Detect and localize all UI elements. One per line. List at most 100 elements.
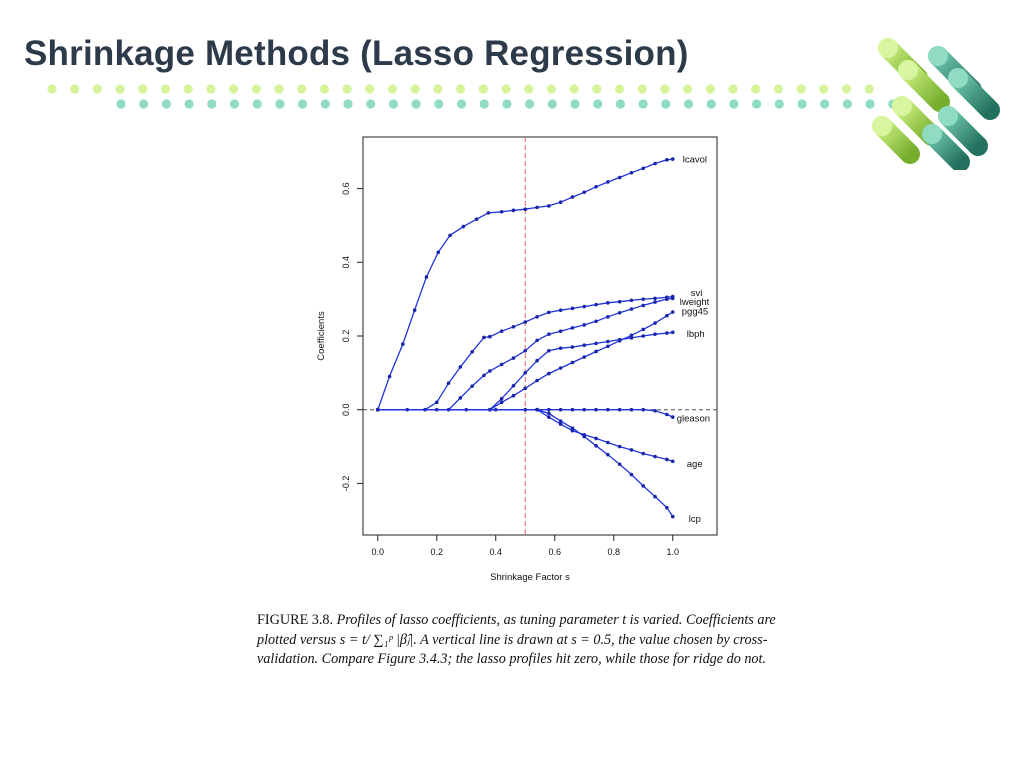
- data-point-lcavol: [474, 217, 479, 221]
- data-point-pgg45: [558, 366, 563, 370]
- data-point-lweight: [547, 332, 551, 336]
- series-line-lcp: [377, 409, 674, 517]
- divider-dot: [70, 84, 80, 94]
- data-point-pgg45: [665, 313, 669, 318]
- slide-title: Shrinkage Methods (Lasso Regression): [24, 34, 689, 73]
- data-point-gleason: [570, 407, 575, 412]
- data-point-svi: [570, 306, 575, 311]
- divider-dot: [864, 84, 874, 94]
- data-point-age: [653, 454, 657, 459]
- data-point-lweight: [535, 338, 539, 343]
- divider-dot: [660, 84, 670, 94]
- data-point-age: [558, 422, 563, 426]
- caption-text: Profiles of lasso coefficients, as tunin…: [257, 612, 776, 668]
- data-point-lweight: [629, 307, 634, 311]
- data-point-lcavol: [629, 170, 634, 175]
- divider-dot: [160, 84, 171, 94]
- divider-dot: [342, 84, 352, 94]
- cylinder-green-2-icon: [898, 60, 950, 112]
- divider-dot: [115, 84, 125, 94]
- divider-dot: [592, 84, 602, 94]
- divider-dot: [410, 84, 420, 94]
- data-point-lcavol: [511, 208, 516, 213]
- data-point-lbph: [547, 348, 551, 353]
- data-point-gleason: [653, 409, 657, 413]
- data-point-lcavol: [412, 308, 417, 313]
- data-point-svi: [482, 335, 486, 340]
- data-point-lbph: [629, 336, 634, 340]
- data-point-pgg45: [629, 333, 634, 338]
- data-point-svi: [653, 296, 657, 301]
- divider-dot: [729, 99, 739, 109]
- data-point-lweight: [606, 315, 610, 319]
- divider-dot: [275, 99, 285, 109]
- data-point-lcavol: [547, 204, 551, 208]
- data-point-lweight: [653, 300, 657, 304]
- data-point-lweight: [665, 297, 669, 301]
- data-point-lcp: [617, 462, 622, 467]
- series-label-lbph: lbph: [687, 329, 705, 340]
- divider-dot: [161, 99, 171, 109]
- divider-dot: [637, 84, 647, 94]
- dotted-divider: [47, 84, 898, 109]
- divider-dot: [751, 84, 761, 94]
- x-tick-label: 0.4: [489, 547, 502, 557]
- divider-dot: [705, 84, 715, 94]
- series-label-gleason: gleason: [677, 414, 710, 425]
- data-point-lweight: [641, 303, 646, 308]
- cylinder-teal-4-icon: [922, 124, 970, 170]
- data-point-gleason: [617, 407, 622, 412]
- x-tick-label: 0.8: [607, 547, 620, 557]
- data-point-svi: [582, 304, 587, 309]
- data-point-lcavol: [670, 157, 675, 161]
- data-point-lweight: [617, 310, 622, 315]
- data-point-lcavol: [641, 166, 646, 171]
- divider-dot: [773, 84, 784, 94]
- data-point-lweight: [570, 326, 575, 330]
- divider-dot: [319, 84, 329, 94]
- data-point-lcp: [558, 419, 563, 423]
- divider-dot: [683, 84, 693, 94]
- data-point-svi: [523, 320, 528, 324]
- divider-dot: [298, 99, 308, 109]
- divider-dot: [207, 99, 217, 109]
- data-point-lcavol: [606, 180, 610, 184]
- data-point-lweight: [488, 369, 492, 373]
- divider-dot: [569, 84, 579, 94]
- divider-dot: [819, 84, 829, 94]
- divider-dot: [229, 99, 240, 109]
- series-label-pgg45: pgg45: [682, 307, 708, 318]
- divider-dot: [820, 99, 830, 109]
- divider-dot: [320, 99, 330, 109]
- data-point-pgg45: [570, 360, 575, 365]
- data-point-svi: [499, 329, 504, 334]
- data-point-lcavol: [653, 161, 657, 166]
- x-axis-label: Shrinkage Factor s: [490, 572, 570, 583]
- data-point-lcavol: [424, 275, 429, 279]
- data-point-lcp: [582, 434, 587, 439]
- divider-dot: [706, 99, 716, 109]
- y-tick-label: 0.2: [341, 330, 351, 343]
- data-point-pgg45: [535, 378, 539, 383]
- divider-dot: [842, 99, 853, 109]
- divider-dot: [411, 99, 421, 109]
- data-point-svi: [446, 381, 451, 385]
- series-lweight: [375, 296, 675, 412]
- divider-dot: [774, 99, 784, 109]
- data-point-pgg45: [606, 344, 610, 349]
- series-label-age: age: [687, 459, 703, 470]
- cylinder-green-4-icon: [872, 116, 920, 164]
- y-tick-label: 0.6: [341, 182, 351, 195]
- y-tick-label: -0.2: [341, 476, 351, 492]
- x-tick-label: 1.0: [666, 547, 679, 557]
- data-point-pgg45: [670, 310, 675, 314]
- data-point-lcavol: [499, 210, 504, 214]
- divider-dot: [138, 84, 148, 94]
- divider-dot: [184, 99, 194, 109]
- x-tick-label: 0.6: [548, 547, 561, 557]
- divider-dot: [797, 99, 807, 109]
- series-line-lweight: [377, 297, 673, 411]
- divider-dot: [728, 84, 738, 94]
- data-point-svi: [547, 310, 551, 315]
- data-point-lcavol: [570, 195, 575, 199]
